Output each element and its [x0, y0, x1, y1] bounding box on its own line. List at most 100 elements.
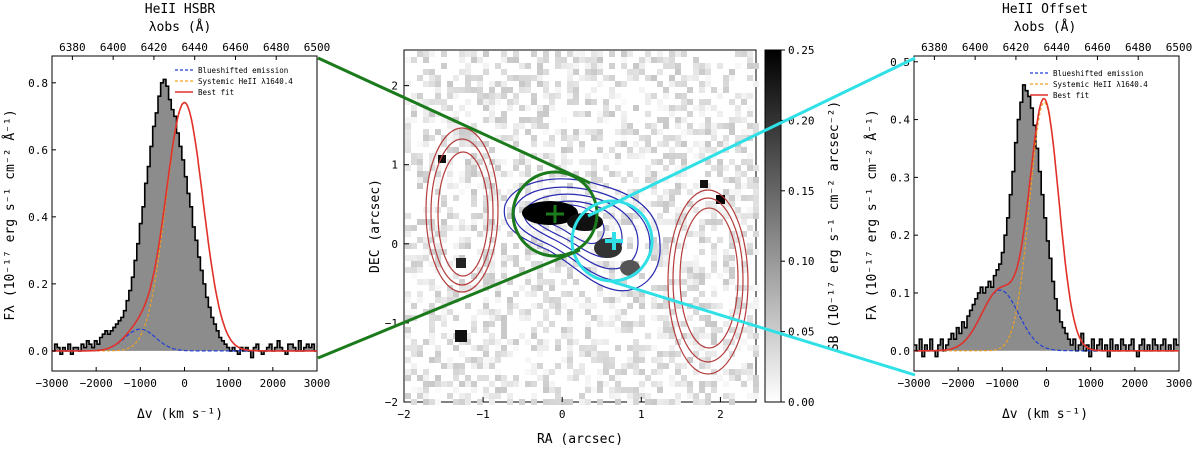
sb-pixel: [567, 201, 573, 207]
sb-pixel: [417, 153, 423, 159]
left-top-tick-label: 6480: [263, 41, 290, 54]
sb-pixel: [465, 399, 471, 405]
sb-pixel: [609, 51, 615, 57]
sb-pixel: [735, 51, 741, 57]
sb-pixel: [687, 393, 693, 399]
sb-pixel: [699, 99, 705, 105]
sb-pixel: [621, 273, 627, 279]
offset-connector-top: [587, 56, 916, 218]
sb-pixel: [639, 153, 645, 159]
sb-pixel: [693, 297, 699, 303]
sb-pixel: [723, 381, 729, 387]
sb-pixel: [717, 219, 723, 225]
sb-pixel: [537, 75, 543, 81]
sb-pixel: [615, 375, 621, 381]
sb-pixel: [615, 309, 621, 315]
sb-pixel: [687, 261, 693, 267]
sb-pixel: [435, 183, 441, 189]
sb-pixel: [549, 141, 555, 147]
sb-pixel: [651, 57, 657, 63]
sb-pixel: [519, 105, 525, 111]
sb-pixel: [411, 399, 417, 405]
sb-pixel: [705, 201, 711, 207]
sb-pixel: [477, 231, 483, 237]
sb-pixel: [675, 399, 681, 405]
sb-pixel: [591, 51, 597, 57]
sb-pixel: [405, 333, 411, 339]
sb-pixel: [561, 63, 567, 69]
sb-pixel: [705, 207, 711, 213]
sb-pixel: [501, 111, 507, 117]
sb-pixel: [699, 87, 705, 93]
sb-pixel: [543, 387, 549, 393]
sb-pixel: [651, 249, 657, 255]
sb-pixel: [681, 267, 687, 273]
sb-pixel: [723, 213, 729, 219]
sb-pixel: [657, 129, 663, 135]
right-top-tick-label: 6500: [1166, 41, 1193, 54]
sb-pixel: [435, 177, 441, 183]
sb-pixel: [663, 291, 669, 297]
sb-pixel: [639, 351, 645, 357]
sb-pixel: [645, 57, 651, 63]
sb-pixel: [465, 183, 471, 189]
sb-pixel: [483, 297, 489, 303]
sb-pixel: [621, 321, 627, 327]
sb-pixel: [423, 243, 429, 249]
left-top-tick-label: 6440: [181, 41, 208, 54]
sb-pixel: [405, 117, 411, 123]
sb-pixel: [753, 207, 759, 213]
sb-pixel: [459, 237, 465, 243]
sb-pixel: [483, 339, 489, 345]
sb-pixel: [639, 315, 645, 321]
sb-pixel: [651, 369, 657, 375]
sb-pixel: [669, 81, 675, 87]
left-top-axis-ticks: 6380 6400 6420 6440 6460 6480 6500: [59, 41, 330, 60]
sb-pixel: [513, 93, 519, 99]
sb-pixel: [405, 231, 411, 237]
sb-pixel: [699, 189, 705, 195]
sb-pixel: [501, 345, 507, 351]
sb-pixel: [735, 171, 741, 177]
sb-pixel: [483, 357, 489, 363]
sb-pixel: [675, 351, 681, 357]
sb-pixel: [723, 321, 729, 327]
sb-pixel: [483, 273, 489, 279]
sb-pixel: [705, 99, 711, 105]
right-y-axis-label: Fλ (10⁻¹⁷ erg s⁻¹ cm⁻² Å⁻¹): [864, 109, 880, 320]
sb-pixel: [753, 297, 759, 303]
sb-pixel: [453, 345, 459, 351]
sb-pixel: [519, 75, 525, 81]
sb-pixel: [699, 387, 705, 393]
sb-pixel: [435, 75, 441, 81]
sb-pixel: [597, 339, 603, 345]
sb-pixel: [693, 393, 699, 399]
sb-pixel: [501, 117, 507, 123]
sb-pixel: [591, 171, 597, 177]
sb-pixel: [411, 243, 417, 249]
sb-pixel: [459, 363, 465, 369]
sb-pixel: [513, 123, 519, 129]
sb-pixel: [687, 279, 693, 285]
sb-pixel: [729, 267, 735, 273]
left-y-tick-label: 0.4: [28, 211, 48, 224]
sb-pixel: [645, 243, 651, 249]
sb-pixel: [711, 381, 717, 387]
sb-pixel: [729, 327, 735, 333]
sb-pixel: [459, 285, 465, 291]
sb-pixel: [483, 63, 489, 69]
sb-pixel: [639, 381, 645, 387]
sb-pixel: [501, 261, 507, 267]
sb-pixel: [711, 213, 717, 219]
sb-pixel: [453, 123, 459, 129]
sb-pixel: [435, 285, 441, 291]
sb-pixel: [753, 351, 759, 357]
sb-pixel: [621, 363, 627, 369]
sb-pixel: [705, 63, 711, 69]
sb-pixel: [519, 231, 525, 237]
sb-pixel: [633, 363, 639, 369]
sb-pixel: [645, 165, 651, 171]
sb-pixel: [429, 333, 435, 339]
sb-pixel: [459, 279, 465, 285]
sb-pixel: [591, 165, 597, 171]
